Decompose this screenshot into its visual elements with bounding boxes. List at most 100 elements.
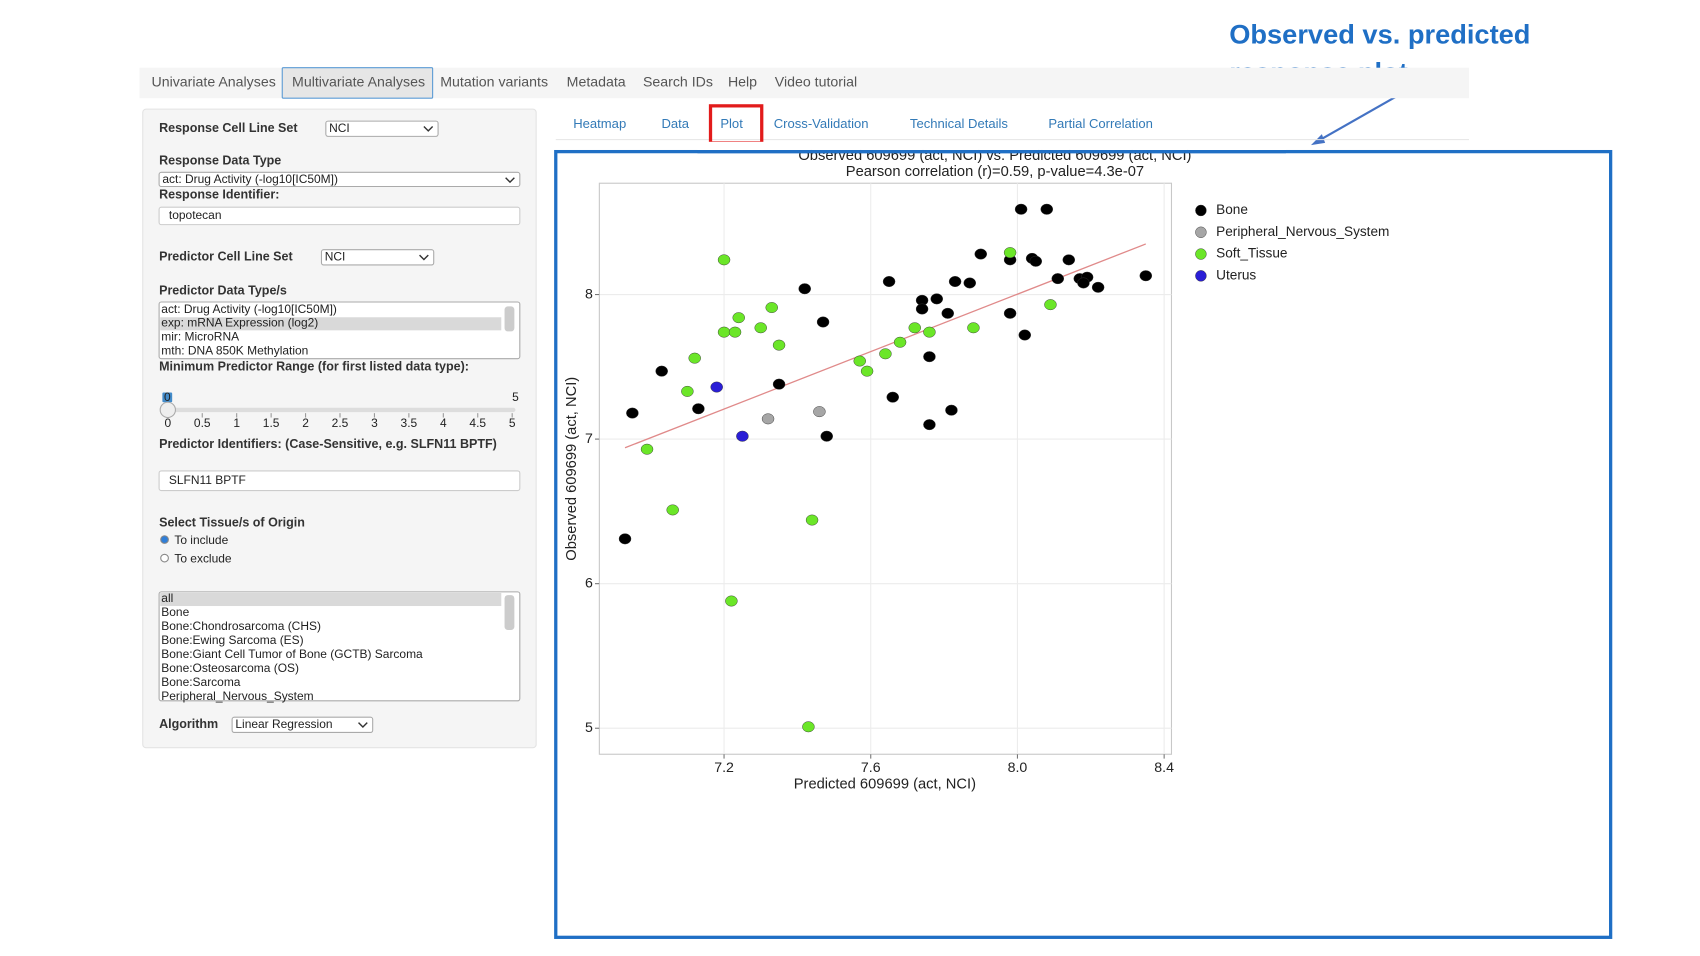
field-label: Minimum Predictor Range (for first liste… xyxy=(159,360,469,374)
field-label-text: Minimum Predictor Range (for first liste… xyxy=(159,360,469,374)
list-option[interactable]: Bone:Chondrosarcoma (CHS) xyxy=(161,619,321,633)
slider-tick-label: 2.5 xyxy=(332,416,349,430)
field-label: Response Cell Line Set xyxy=(159,121,298,135)
list-option[interactable]: act: Drug Activity (-log10[IC50M]) xyxy=(161,302,337,316)
point xyxy=(618,533,632,545)
point xyxy=(879,348,892,360)
legend-swatch xyxy=(1195,270,1207,282)
point xyxy=(1003,247,1017,259)
select[interactable] xyxy=(231,716,374,733)
annotation-arrow xyxy=(1318,95,1398,142)
point xyxy=(1029,255,1042,267)
field-label: Response Identifier: xyxy=(159,188,279,202)
point xyxy=(908,322,921,334)
radio-label: To exclude xyxy=(174,551,232,565)
slider-value: 0 xyxy=(164,390,171,404)
legend-label: Soft_Tissue xyxy=(1216,246,1287,261)
nav-tab[interactable]: Help xyxy=(728,75,757,91)
select-value: act: Drug Activity (-log10[IC50M]) xyxy=(162,172,338,186)
point xyxy=(963,277,976,289)
nav-tab[interactable]: Multivariate Analyses xyxy=(292,75,425,91)
radio-label: To include xyxy=(174,533,228,547)
point xyxy=(626,407,639,419)
point xyxy=(915,303,929,315)
point xyxy=(941,307,954,319)
scrollbar xyxy=(504,306,515,332)
nav-tab[interactable]: Search IDs xyxy=(643,75,713,91)
nav-tab[interactable]: Video tutorial xyxy=(775,75,857,91)
sub-tab[interactable]: Plot xyxy=(720,116,743,131)
text-input[interactable] xyxy=(158,470,521,492)
scrollbar xyxy=(504,595,515,631)
point xyxy=(772,339,786,351)
plot-panel xyxy=(598,182,1173,755)
text-input[interactable] xyxy=(158,206,521,226)
list-option[interactable]: mir: MicroRNA xyxy=(161,329,239,343)
list-option[interactable]: Bone:Ewing Sarcoma (ES) xyxy=(161,633,303,647)
point xyxy=(772,378,786,390)
legend-label: Peripheral_Nervous_System xyxy=(1216,224,1389,239)
point xyxy=(666,504,679,516)
select[interactable] xyxy=(325,120,439,137)
nav-tab[interactable]: Metadata xyxy=(567,75,626,91)
point xyxy=(1051,273,1064,285)
point xyxy=(805,514,819,526)
field-label: Response Data Type xyxy=(159,154,281,168)
list-option[interactable]: Bone:Giant Cell Tumor of Bone (GCTB) Sar… xyxy=(161,647,423,661)
radio[interactable] xyxy=(160,535,169,544)
list-option[interactable]: exp: mRNA Expression (log2) xyxy=(161,316,318,330)
list-option[interactable]: Bone:Osteosarcoma (OS) xyxy=(161,661,299,675)
point xyxy=(732,312,745,324)
point xyxy=(1003,307,1017,319)
point xyxy=(923,351,936,363)
input-value: topotecan xyxy=(169,208,222,222)
list-option[interactable]: Bone xyxy=(161,605,189,619)
point xyxy=(1091,281,1105,293)
select[interactable] xyxy=(320,249,435,266)
point xyxy=(923,326,936,338)
sub-tab[interactable]: Technical Details xyxy=(910,116,1008,131)
sub-tab[interactable]: Cross-Validation xyxy=(774,116,869,131)
dropdown-arrow xyxy=(358,722,368,729)
legend-swatch xyxy=(1195,204,1207,217)
point xyxy=(923,419,936,431)
y-tick-label: 5 xyxy=(585,720,593,736)
slider-handle[interactable] xyxy=(159,401,176,419)
field-label: Predictor Identifiers: (Case-Sensitive, … xyxy=(159,438,497,452)
point xyxy=(886,391,899,403)
point xyxy=(816,316,830,328)
list-option[interactable]: Peripheral_Nervous_System xyxy=(161,689,313,703)
y-tick-label: 6 xyxy=(585,575,593,591)
field-label: Algorithm xyxy=(159,717,218,731)
sub-tab[interactable]: Partial Correlation xyxy=(1048,116,1153,131)
field-label: Select Tissue/s of Origin xyxy=(159,516,305,530)
point xyxy=(640,443,654,455)
point xyxy=(802,721,815,733)
point xyxy=(860,365,874,377)
x-tick-label: 8.0 xyxy=(1008,760,1028,776)
field-label-text: Predictor Identifiers: (Case-Sensitive, … xyxy=(159,438,497,452)
x-tick-label: 8.4 xyxy=(1154,760,1174,776)
nav-tab[interactable]: Univariate Analyses xyxy=(151,75,275,91)
legend-swatch xyxy=(1195,226,1207,238)
list-option[interactable]: Bone:Sarcoma xyxy=(161,675,241,689)
point xyxy=(1014,203,1028,215)
nav-tab[interactable]: Mutation variants xyxy=(440,75,548,91)
listbox[interactable] xyxy=(158,591,521,702)
legend-label: Bone xyxy=(1216,202,1248,217)
select-value: NCI xyxy=(325,249,346,263)
list-option[interactable]: mth: DNA 850K Methylation xyxy=(161,343,308,357)
x-axis-label: Predicted 609699 (act, NCI) xyxy=(794,777,976,793)
radio[interactable] xyxy=(160,553,169,563)
point xyxy=(1077,277,1090,289)
sub-tab[interactable]: Heatmap xyxy=(573,116,626,131)
select[interactable] xyxy=(158,171,521,188)
slider-value-badge xyxy=(162,392,173,403)
chart-subtitle: Pearson correlation (r)=0.59, p-value=4.… xyxy=(846,164,1144,180)
list-option[interactable]: all xyxy=(161,591,173,605)
sidebar xyxy=(142,108,537,749)
field-label: Predictor Data Type/s xyxy=(159,283,287,297)
point xyxy=(692,403,705,415)
sub-tab[interactable]: Data xyxy=(661,116,689,131)
